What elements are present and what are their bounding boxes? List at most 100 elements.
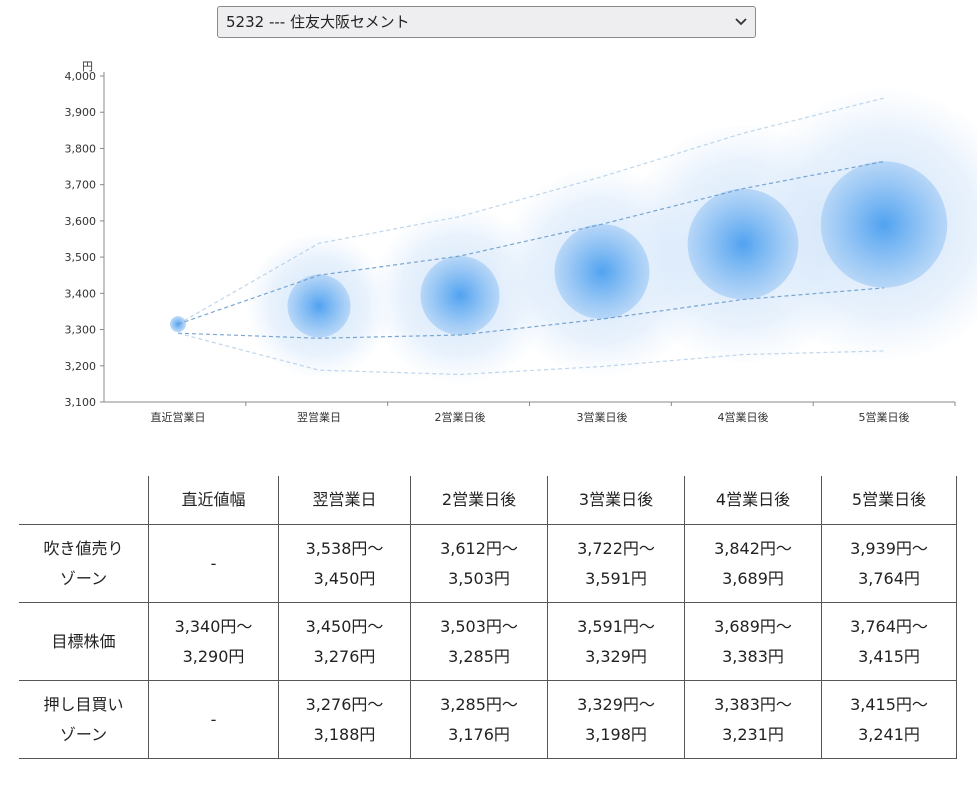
column-header: 翌営業日 (278, 476, 411, 525)
cell-line: 3,591円〜 (577, 616, 655, 636)
table-corner-header (19, 476, 149, 525)
table-cell: - (148, 524, 279, 603)
x-tick-label: 5営業日後 (859, 410, 910, 424)
stock-selector[interactable]: 5232 --- 住友大阪セメント (217, 6, 756, 38)
price-zone-table: 直近値幅 翌営業日 2営業日後 3営業日後 4営業日後 5営業日後 吹き値売りゾ… (19, 476, 957, 759)
cell-line: 3,188円 (313, 724, 376, 744)
sell-zone-upper-line (177, 97, 885, 325)
cell-line: 3,503円 (448, 568, 510, 588)
chevron-down-icon (735, 18, 747, 26)
cell-line: 3,415円〜 (850, 694, 928, 714)
table-cell: 3,764円〜 3,415円 (821, 602, 957, 681)
cell-line: 3,939円〜 (850, 538, 928, 558)
column-header: 直近値幅 (148, 476, 279, 525)
cell-line: 3,176円 (448, 724, 510, 744)
table-cell: 3,591円〜 3,329円 (547, 602, 685, 681)
cell-line: 3,450円〜 (305, 616, 384, 636)
row-label-line: ゾーン (59, 568, 108, 588)
table-row: 目標株価 3,340円〜 3,290円 3,450円〜 3,276円 3,503円〜 3,2… (19, 602, 957, 681)
target-upper-line (177, 160, 885, 325)
cell-line: 3,722円〜 (577, 538, 655, 558)
y-tick-label: 3,500 (65, 251, 97, 264)
x-tick-label: 直近営業日 (151, 410, 206, 424)
row-label-line: 押し目買い (43, 694, 124, 714)
cell-line: 3,241円 (858, 724, 920, 744)
cell-line: 3,764円〜 (850, 616, 928, 636)
cell-line: 3,329円〜 (577, 694, 655, 714)
column-header: 5営業日後 (821, 476, 957, 525)
table-cell: 3,538円〜 3,450円 (278, 524, 411, 603)
cell-line: 3,329円 (585, 646, 647, 666)
table-cell: 3,612円〜 3,503円 (410, 524, 548, 603)
cell-line: - (210, 709, 217, 729)
cell-line: 3,689円〜 (714, 616, 792, 636)
cell-line: 3,276円〜 (305, 694, 384, 714)
cell-line: 3,415円 (858, 646, 920, 666)
y-tick-label: 3,800 (65, 142, 97, 155)
table-cell: 3,450円〜 3,276円 (278, 602, 411, 681)
table-cell: 3,939円〜 3,764円 (821, 524, 957, 603)
buy-zone-lower-line (177, 332, 885, 376)
cell-line: 3,383円〜 (714, 694, 792, 714)
y-tick-label: 3,300 (65, 324, 97, 337)
y-tick-label: 3,100 (65, 396, 97, 409)
cell-line: 3,198円 (585, 724, 647, 744)
cell-line: - (210, 553, 217, 573)
cell-line: 3,538円〜 (305, 538, 384, 558)
row-label: 目標株価 (19, 602, 149, 681)
table-row: 押し目買いゾーン - 3,276円〜 3,188円 3,285円〜 3,176円 3,329… (19, 680, 957, 759)
y-tick-label: 4,000 (65, 70, 97, 83)
forecast-chart: 円4,000 3,900 3,800 3,700 3,600 3,500 3,400 3,30… (65, 60, 977, 424)
y-tick-label: 3,700 (65, 179, 97, 192)
row-label-line: 目標株価 (51, 631, 116, 651)
cell-line: 3,503円〜 (440, 616, 518, 636)
cell-line: 3,689円 (722, 568, 784, 588)
table-cell: 3,503円〜 3,285円 (410, 602, 548, 681)
stock-selector-value: 5232 --- 住友大阪セメント (226, 13, 410, 31)
target-range-bubble (554, 224, 650, 320)
cell-line: 3,276円 (313, 646, 376, 666)
table-cell: 3,722円〜 3,591円 (547, 524, 685, 603)
cell-line: 3,285円〜 (440, 694, 518, 714)
table-cell: 3,842円〜 3,689円 (684, 524, 822, 603)
table-header-row: 直近値幅 翌営業日 2営業日後 3営業日後 4営業日後 5営業日後 (19, 476, 957, 525)
table-cell: 3,383円〜 3,231円 (684, 680, 822, 759)
target-range-bubble (687, 188, 799, 300)
cell-line: 3,764円 (858, 568, 920, 588)
table-cell: - (148, 680, 279, 759)
row-label: 押し目買い ゾーン (19, 680, 149, 759)
y-tick-label: 3,400 (65, 287, 97, 300)
table-cell: 3,276円〜 3,188円 (278, 680, 411, 759)
table-cell: 3,689円〜 3,383円 (684, 602, 822, 681)
y-tick-label: 3,600 (65, 215, 97, 228)
target-lower-line (177, 287, 885, 339)
table-cell: 3,340円〜 3,290円 (148, 602, 279, 681)
row-label: 吹き値売り ゾーン (19, 524, 149, 603)
table-cell: 3,329円〜 3,198円 (547, 680, 685, 759)
x-tick-label: 翌営業日 (297, 410, 341, 424)
table-cell: 3,415円〜 3,241円 (821, 680, 957, 759)
cell-line: 3,612円〜 (440, 538, 518, 558)
cell-line: 3,842円〜 (714, 538, 792, 558)
target-range-bubble (820, 161, 948, 288)
y-tick-label: 3,200 (65, 360, 97, 373)
cell-line: 3,450円 (313, 568, 376, 588)
x-tick-label: 3営業日後 (577, 410, 628, 424)
column-header: 2営業日後 (410, 476, 548, 525)
x-tick-label: 2営業日後 (435, 410, 486, 424)
target-range-bubble (420, 256, 500, 335)
column-header: 4営業日後 (684, 476, 822, 525)
cell-line: 3,285円 (448, 646, 510, 666)
cell-line: 3,591円 (585, 568, 647, 588)
target-range-bubble (287, 274, 351, 338)
table-cell: 3,285円〜 3,176円 (410, 680, 548, 759)
cell-line: 3,290円 (182, 646, 245, 666)
x-tick-label: 4営業日後 (718, 410, 769, 424)
cell-line: 3,231円 (722, 724, 784, 744)
table-row: 吹き値売り ゾーン - 3,538円〜 3,450円 3,612円〜 3,503円 3,722… (19, 524, 957, 603)
cell-line: 3,383円 (722, 646, 784, 666)
y-unit-label: 円 (82, 60, 93, 73)
column-header: 3営業日後 (547, 476, 685, 525)
cell-line: 3,340円〜 (174, 616, 253, 636)
row-label-line: ゾーン (59, 724, 108, 744)
